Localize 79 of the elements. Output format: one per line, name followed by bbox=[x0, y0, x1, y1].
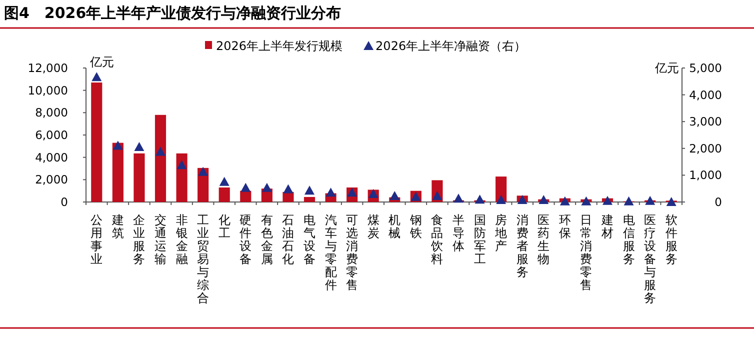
y2-tick-label: 1,000 bbox=[689, 168, 722, 182]
point bbox=[240, 182, 251, 192]
point bbox=[112, 140, 123, 150]
x-tick-label: 电信服务 bbox=[622, 213, 635, 266]
x-tick-label: 食品饮料 bbox=[430, 213, 444, 266]
x-tick-label: 化工 bbox=[218, 213, 230, 240]
point bbox=[496, 194, 506, 204]
point bbox=[92, 72, 102, 82]
x-tick-label: 机械 bbox=[388, 213, 401, 240]
y2-tick-label: 4,000 bbox=[689, 88, 722, 102]
y2-tick-label: 3,000 bbox=[689, 114, 722, 129]
point bbox=[581, 196, 592, 206]
y2-tick-label: 2,000 bbox=[689, 141, 722, 156]
x-tick-label: 建筑 bbox=[110, 213, 124, 240]
x-tick-label: 石油石化 bbox=[282, 213, 294, 266]
y-tick-label: 2,000 bbox=[35, 172, 68, 187]
point bbox=[304, 186, 314, 195]
legend-label: 2026年上半年发行规模 bbox=[216, 39, 343, 53]
point bbox=[624, 196, 634, 206]
x-tick-label: 环保 bbox=[558, 213, 571, 240]
x-tick-label: 公用事业 bbox=[90, 213, 103, 266]
y-tick-label: 0 bbox=[60, 195, 68, 209]
bar bbox=[496, 176, 507, 202]
point bbox=[454, 194, 464, 203]
y-tick-label: 10,000 bbox=[28, 83, 68, 98]
x-tick-label: 有色金属 bbox=[260, 213, 273, 266]
bar bbox=[240, 190, 252, 202]
point bbox=[198, 166, 208, 176]
bar bbox=[218, 187, 230, 202]
point bbox=[538, 194, 549, 204]
point bbox=[390, 190, 400, 200]
bar bbox=[176, 153, 188, 202]
point bbox=[176, 160, 187, 170]
x-tick-label: 硬件设备 bbox=[240, 213, 252, 266]
point bbox=[156, 146, 166, 156]
point bbox=[560, 196, 570, 206]
y2-tick-label: 5,000 bbox=[689, 61, 722, 75]
bar bbox=[154, 114, 166, 202]
x-tick-label: 电气设备 bbox=[304, 213, 316, 266]
bar bbox=[91, 82, 102, 202]
x-tick-label: 消费者服务 bbox=[516, 213, 528, 279]
x-tick-label: 国防军工 bbox=[474, 213, 486, 266]
legend-label: 2026年上半年净融资（右） bbox=[376, 39, 526, 53]
x-tick-label: 软件服务 bbox=[665, 213, 678, 266]
chart-title: 图4 2026年上半年产业债发行与净融资行业分布 bbox=[4, 4, 342, 22]
point bbox=[602, 196, 612, 205]
y-tick-label: 4,000 bbox=[35, 150, 68, 164]
x-tick-label: 工业贸易与综合 bbox=[197, 213, 210, 305]
x-tick-label: 房地产 bbox=[494, 213, 508, 253]
y-tick-label: 8,000 bbox=[35, 106, 68, 120]
point bbox=[474, 194, 485, 204]
bar bbox=[304, 196, 316, 202]
x-tick-label: 煤炭 bbox=[367, 213, 380, 240]
y2-axis-title: 亿元 bbox=[654, 61, 679, 75]
x-tick-label: 医药生物 bbox=[538, 213, 550, 266]
x-tick-label: 钢铁 bbox=[408, 213, 422, 240]
point bbox=[262, 182, 272, 192]
point bbox=[368, 188, 378, 198]
bar bbox=[112, 142, 124, 202]
point bbox=[326, 188, 336, 197]
x-tick-label: 医疗设备与服务 bbox=[644, 213, 656, 305]
y-axis-title: 亿元 bbox=[89, 55, 114, 69]
x-tick-label: 非银金融 bbox=[174, 213, 188, 266]
x-tick-label: 企业服务 bbox=[133, 213, 146, 266]
point bbox=[219, 176, 230, 186]
point bbox=[134, 142, 144, 152]
y2-tick-label: 0 bbox=[714, 195, 722, 209]
x-tick-label: 汽车与零配件 bbox=[324, 213, 337, 292]
point bbox=[666, 197, 676, 206]
x-tick-label: 建材 bbox=[600, 213, 614, 240]
y-tick-label: 12,000 bbox=[28, 61, 68, 75]
point bbox=[645, 196, 656, 205]
point bbox=[283, 184, 294, 194]
y-tick-label: 6,000 bbox=[35, 128, 68, 142]
x-tick-label: 交通运输 bbox=[154, 213, 166, 266]
x-tick-label: 半导体 bbox=[452, 213, 464, 253]
x-tick-label: 日常消费零售 bbox=[580, 213, 592, 292]
x-tick-label: 可选消费零售 bbox=[346, 213, 358, 292]
bar bbox=[134, 153, 145, 202]
